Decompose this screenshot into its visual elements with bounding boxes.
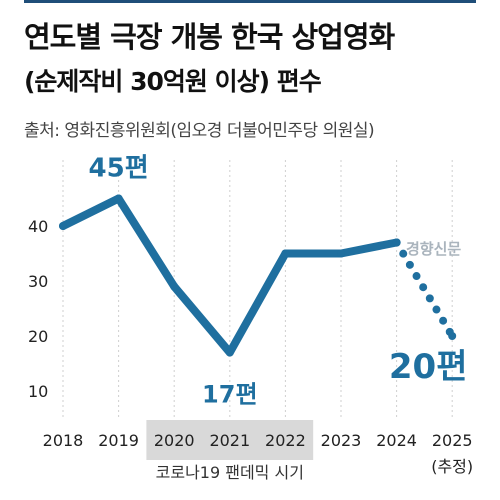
x-tick-label: 2022: [265, 431, 306, 450]
data-point-2020: [170, 282, 179, 291]
y-tick-label: 10: [28, 382, 48, 401]
data-point-2025: [448, 332, 457, 340]
series-line-estimate: [392, 238, 457, 340]
x-tick-label: 2025: [432, 431, 473, 450]
pandemic-band: [146, 420, 314, 460]
chart-title: 연도별 극장 개봉 한국 상업영화: [24, 20, 395, 54]
chart-source: 출처: 영화진흥위원회(임오경 더불어민주당 의원실): [24, 121, 375, 141]
x-tick-label: 2023: [321, 431, 362, 450]
x-tick-label: 2024: [376, 431, 417, 450]
data-point-2018: [59, 222, 67, 230]
data-point-2021: [225, 348, 234, 357]
y-tick-label: 40: [28, 217, 48, 236]
x-tick-note: (추정): [431, 457, 473, 476]
callout-2021: 17편: [202, 381, 257, 409]
x-tick-label: 2020: [154, 431, 195, 450]
top-rule: [24, 0, 476, 3]
x-tick-label: 2018: [43, 431, 84, 450]
chart-subtitle: (순제작비 30억원 이상) 편수: [24, 67, 322, 96]
x-tick-label: 2019: [98, 431, 139, 450]
y-tick-label: 20: [28, 327, 48, 346]
callout-2025: 20편: [389, 347, 468, 387]
y-tick-label: 30: [28, 272, 48, 291]
watermark-text: 경향신문: [406, 240, 461, 258]
pandemic-band-label: 코로나19 팬데믹 시기: [156, 463, 304, 482]
data-point-2019: [114, 194, 123, 203]
data-point-2023: [337, 249, 345, 258]
x-tick-label: 2021: [209, 431, 250, 450]
callout-2019: 45편: [89, 154, 149, 184]
data-point-2024: [392, 238, 401, 247]
data-point-2022: [281, 249, 290, 258]
